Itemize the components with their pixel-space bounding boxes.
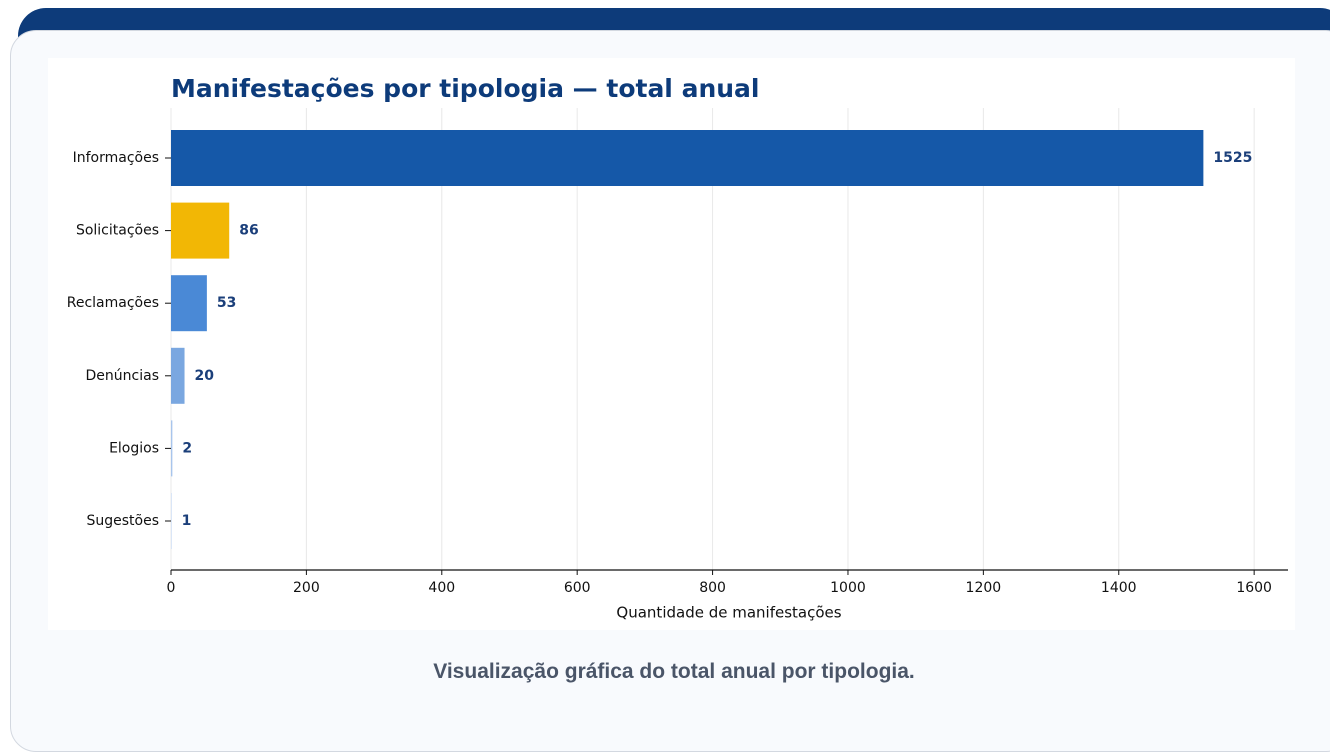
value-label: 1: [182, 513, 192, 529]
bar: [171, 420, 173, 477]
y-tick-label: Informações: [73, 150, 159, 166]
y-tick-label: Sugestões: [86, 513, 159, 529]
bar: [171, 202, 230, 259]
x-tick-label: 400: [428, 580, 455, 596]
value-label: 2: [182, 440, 192, 456]
x-tick-label: 1200: [966, 580, 1002, 596]
value-label: 20: [195, 368, 215, 384]
x-tick-label: 600: [564, 580, 591, 596]
bar: [171, 275, 207, 332]
bar: [171, 493, 172, 549]
x-tick-label: 800: [699, 580, 726, 596]
value-label: 53: [217, 295, 236, 311]
value-label: 86: [239, 223, 258, 239]
y-tick-label: Elogios: [109, 440, 159, 456]
y-tick-label: Reclamações: [67, 295, 159, 311]
y-tick-label: Denúncias: [86, 368, 159, 384]
x-tick-label: 1400: [1101, 580, 1137, 596]
x-tick-label: 0: [167, 580, 176, 596]
bar: [171, 347, 185, 404]
caption: Visualização gráfica do total anual por …: [433, 660, 915, 683]
chart-title: Manifestações por tipologia — total anua…: [171, 74, 760, 103]
value-label: 1525: [1213, 150, 1252, 166]
y-tick-label: Solicitações: [76, 223, 159, 239]
x-tick-label: 1000: [830, 580, 866, 596]
x-axis-label: Quantidade de manifestações: [616, 604, 841, 622]
page: Visualização gráfica do total anual por …: [10, 8, 1330, 752]
bar: [171, 130, 1204, 186]
x-tick-label: 1600: [1236, 580, 1272, 596]
chart: Manifestações por tipologia — total anua…: [67, 74, 1288, 622]
x-tick-label: 200: [293, 580, 320, 596]
